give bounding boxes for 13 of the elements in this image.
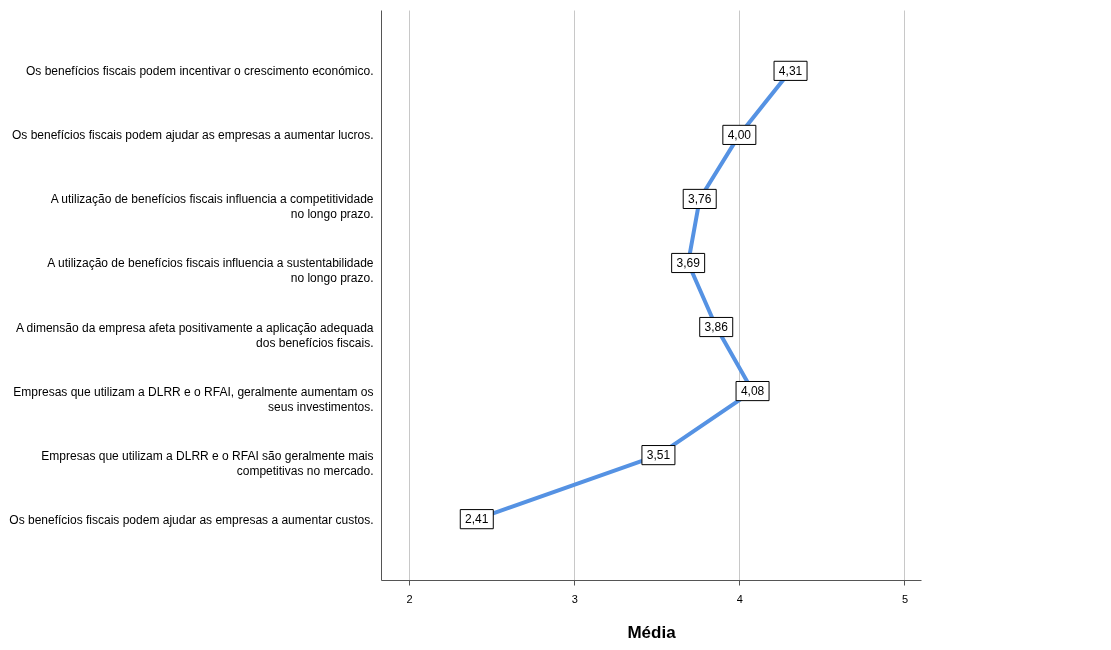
y-tick-label: Os benefícios fiscais podem ajudar as empresas a aumentar lucros. (11, 128, 374, 143)
y-tick-label: A utilização de benefícios fiscais influencia a sustentabilidade no longo prazo. (47, 256, 374, 286)
y-tick-label: Empresas que utilizam a DLRR e o RFAI são geralmente mais competitivas no mercado. (41, 448, 374, 478)
y-tick-label: A utilização de benefícios fiscais influencia a competitividade no longo prazo. (50, 192, 374, 222)
x-tick-label: 5 (901, 592, 909, 605)
x-tick-label: 2 (406, 592, 413, 605)
y-tick-label: A dimensão da empresa afeta positivamente a aplicação adequada dos benefícios fiscais. (15, 320, 374, 350)
y-tick-label: Empresas que utilizam a DLRR e o RFAI, geralmente aumentam os seus investimentos. (13, 384, 374, 414)
y-tick-label: Os benefícios fiscais podem incentivar o crescimento económico. (26, 64, 374, 79)
x-axis-title: Média (627, 622, 677, 642)
y-tick-label: Os benefícios fiscais podem ajudar as empresas a aumentar custos. (9, 512, 374, 527)
x-tick-label: 4 (736, 592, 743, 605)
x-tick-label: 3 (571, 592, 578, 605)
